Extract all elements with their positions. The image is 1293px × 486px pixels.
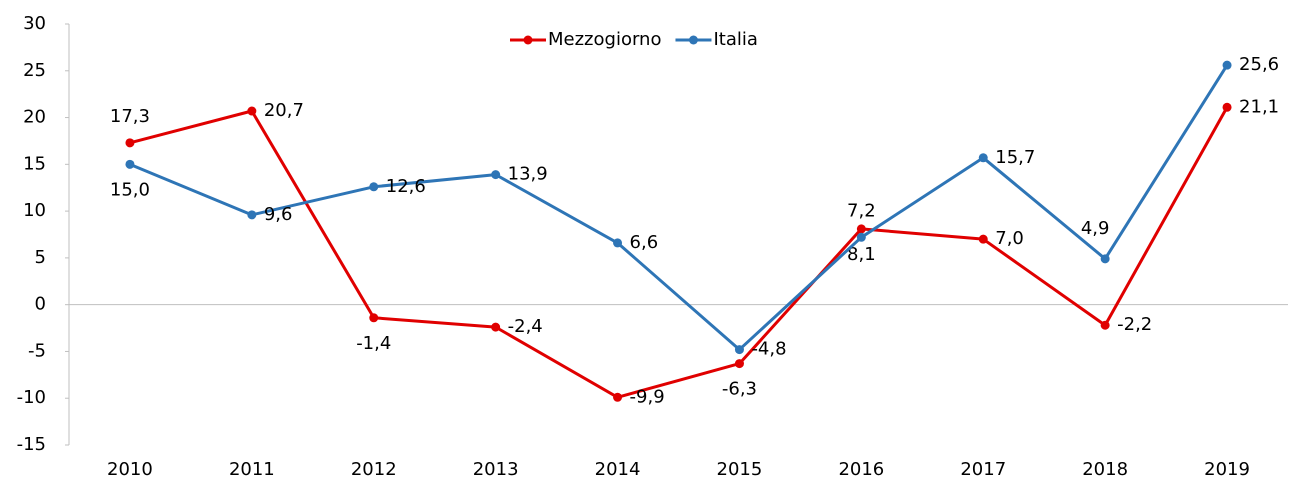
x-tick-label: 2012: [351, 459, 397, 480]
x-tick-label: 2011: [229, 459, 275, 480]
point: [613, 392, 623, 402]
data-label: 21,1: [1239, 96, 1279, 117]
y-tick-label: 25: [23, 60, 46, 81]
x-tick-label: 2013: [473, 459, 519, 480]
point: [1100, 320, 1110, 330]
data-label: 7,0: [995, 228, 1024, 249]
data-label: -6,3: [722, 379, 757, 400]
data-label: 8,1: [847, 244, 876, 265]
x-tick-label: 2010: [107, 459, 153, 480]
point: [978, 234, 988, 244]
data-label: 12,6: [386, 176, 426, 197]
y-tick-label: -5: [28, 340, 46, 361]
data-label: -1,4: [356, 333, 391, 354]
data-label: 9,6: [264, 204, 293, 225]
point: [978, 153, 988, 163]
point: [1222, 102, 1232, 112]
point: [247, 106, 257, 116]
x-tick-label: 2016: [838, 459, 884, 480]
y-tick-label: 15: [23, 153, 46, 174]
y-tick-label: -15: [17, 434, 46, 455]
data-label: -4,8: [751, 339, 786, 360]
point: [734, 359, 744, 369]
data-label: 20,7: [264, 100, 304, 121]
data-label: 7,2: [847, 200, 876, 221]
x-tick-label: 2019: [1204, 459, 1250, 480]
point: [125, 138, 135, 148]
data-label: 17,3: [110, 106, 150, 127]
point: [734, 345, 744, 355]
point: [125, 159, 135, 169]
y-tick-label: -10: [17, 387, 46, 408]
point: [856, 232, 866, 242]
data-label: 6,6: [630, 232, 659, 253]
legend-label: Italia: [713, 29, 757, 50]
line: [129, 106, 1229, 399]
data-label: -2,2: [1117, 314, 1152, 335]
y-tick-label: 10: [23, 200, 46, 221]
data-label: 25,6: [1239, 54, 1279, 75]
x-tick-label: 2014: [595, 459, 641, 480]
x-tick-label: 2018: [1082, 459, 1128, 480]
data-label: -2,4: [508, 316, 543, 337]
legend-marker: [523, 35, 533, 45]
data-label: 15,7: [995, 147, 1035, 168]
y-tick-label: 20: [23, 107, 46, 128]
point: [491, 170, 501, 180]
data-label: 13,9: [508, 164, 548, 185]
data-label: 15,0: [110, 179, 150, 200]
point: [856, 224, 866, 234]
line: [129, 64, 1229, 352]
point: [491, 322, 501, 332]
x-tick-label: 2015: [717, 459, 763, 480]
y-tick-label: 5: [35, 247, 46, 268]
legend-label: Mezzogiorno: [548, 29, 661, 50]
x-tick-label: 2017: [960, 459, 1006, 480]
y-tick-label: 0: [35, 294, 46, 315]
y-tick-label: 30: [23, 13, 46, 34]
legend-marker: [688, 35, 698, 45]
point: [247, 210, 257, 220]
point: [613, 238, 623, 248]
point: [369, 182, 379, 192]
data-label: 4,9: [1081, 218, 1110, 239]
data-label: -9,9: [630, 386, 665, 407]
point: [1222, 60, 1232, 70]
point: [369, 313, 379, 323]
point: [1100, 254, 1110, 264]
